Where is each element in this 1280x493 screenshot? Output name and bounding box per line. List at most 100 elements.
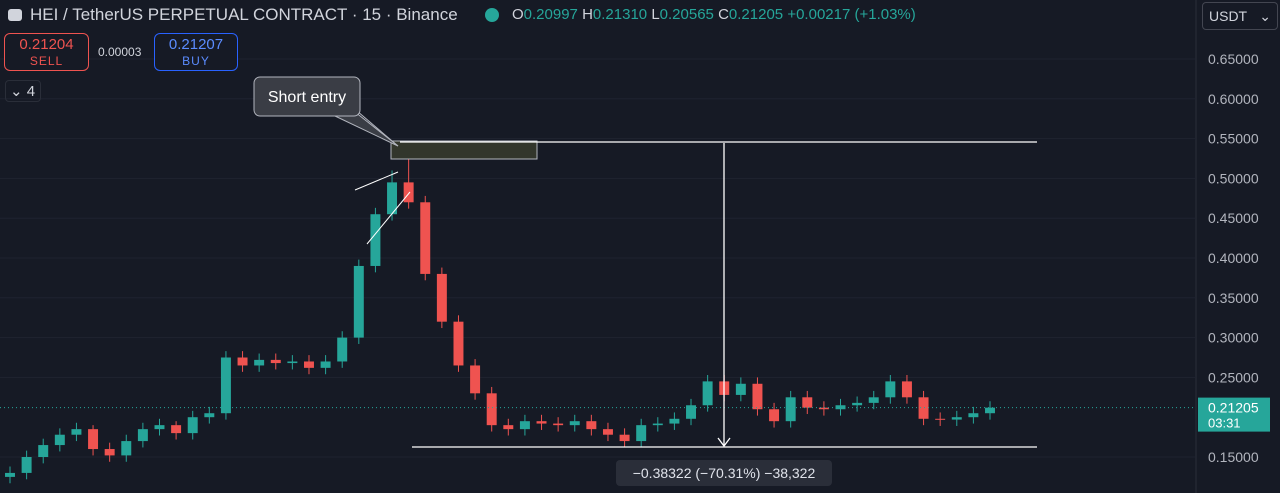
- measure-text: −0.38322 (−70.31%) −38,322: [633, 465, 816, 481]
- o-value: 0.20997: [523, 6, 578, 23]
- candle-body: [569, 421, 580, 426]
- callout-box: [253, 76, 361, 117]
- trend-line: [354, 171, 399, 191]
- candle-body: [220, 357, 231, 414]
- candle-body: [5, 472, 15, 477]
- currency: USDT: [1209, 8, 1248, 24]
- candle-body: [752, 383, 763, 410]
- buy-button[interactable]: 0.21207 BUY: [154, 33, 238, 71]
- l-value: 0.20565: [659, 6, 714, 23]
- status-dot: [485, 8, 499, 22]
- candle-body: [237, 357, 248, 366]
- candle-body: [387, 182, 398, 215]
- currency-select[interactable]: USDT ⌄: [1202, 2, 1278, 30]
- y-tick-label: 0.30000: [1208, 330, 1259, 346]
- candle-body: [38, 445, 49, 457]
- candle-body: [503, 425, 514, 430]
- candle-body: [121, 441, 132, 456]
- candle-body: [137, 429, 148, 442]
- candle-body: [370, 214, 381, 266]
- candle-body: [519, 421, 530, 430]
- candle-body: [171, 425, 182, 434]
- candle-body: [470, 365, 481, 394]
- candle-body: [901, 381, 912, 398]
- buy-price: 0.21207: [168, 36, 224, 53]
- candle-body: [204, 413, 215, 418]
- h-label: H: [582, 6, 593, 23]
- candle-body: [254, 359, 265, 366]
- candle-body: [951, 417, 962, 420]
- candle-body: [669, 418, 680, 424]
- spread: 0.00003: [98, 45, 142, 59]
- candle-body: [420, 202, 431, 274]
- sell-button[interactable]: 0.21204 SELL: [4, 33, 89, 71]
- candle-body: [453, 321, 464, 366]
- l-label: L: [651, 6, 660, 23]
- candle-body: [71, 429, 82, 435]
- candle-body: [54, 434, 65, 446]
- ohlc: O0.20997 H0.21310 L0.20565 C0.21205 +0.0…: [512, 4, 916, 26]
- buy-label: BUY: [182, 54, 210, 68]
- candle-body: [818, 407, 829, 410]
- y-tick-label: 0.40000: [1208, 250, 1259, 266]
- candle-body: [21, 457, 32, 473]
- y-tick-label: 0.15000: [1208, 449, 1259, 465]
- candle-body: [702, 381, 713, 406]
- candle-body: [652, 423, 663, 426]
- badge-bg: [1198, 397, 1270, 432]
- candle-body: [270, 359, 281, 364]
- callout-text: Short entry: [268, 89, 346, 106]
- o-label: O: [512, 6, 524, 23]
- candle-body: [536, 421, 547, 424]
- countdown: 03:31: [1208, 416, 1241, 431]
- candle-body: [553, 423, 564, 426]
- measure-box: [616, 460, 832, 486]
- entry-zone: [390, 140, 538, 160]
- y-tick-label: 0.65000: [1208, 51, 1259, 67]
- candle-body: [602, 429, 613, 435]
- candle-body: [436, 273, 447, 322]
- candle-body: [320, 361, 331, 368]
- candle-body: [353, 265, 364, 338]
- logo: [8, 9, 22, 21]
- trend-line: [366, 191, 411, 245]
- h-value: 0.21310: [592, 6, 648, 23]
- candle-body: [486, 393, 497, 426]
- candle-body: [88, 429, 99, 450]
- candle-body: [304, 361, 314, 368]
- candle-body: [619, 434, 630, 442]
- y-tick-label: 0.45000: [1208, 210, 1259, 226]
- candle-body: [985, 407, 995, 414]
- plot: [0, 58, 1196, 484]
- candle-body: [735, 383, 746, 395]
- c-label: C: [718, 6, 729, 23]
- candle-body: [885, 381, 896, 398]
- candle-body: [586, 421, 597, 430]
- c-value: 0.21205: [728, 6, 784, 23]
- y-tick-label: 0.60000: [1208, 91, 1259, 107]
- candle-body: [868, 397, 879, 403]
- candle-body: [104, 449, 115, 456]
- candle-body: [403, 182, 414, 203]
- sell-price: 0.21204: [19, 36, 74, 53]
- candle-body: [154, 425, 165, 430]
- candle-body: [686, 405, 696, 419]
- y-tick-label: 0.35000: [1208, 290, 1259, 306]
- last-price: 0.21205: [1208, 400, 1259, 416]
- candle-body: [968, 413, 979, 418]
- candle-body: [918, 397, 929, 419]
- y-tick-label: 0.25000: [1208, 369, 1259, 385]
- change: +0.00217 (+1.03%): [787, 6, 916, 23]
- candle-body: [852, 402, 863, 406]
- candle-body: [769, 409, 780, 422]
- indicator-count: 4: [26, 83, 36, 100]
- indicator-toggle[interactable]: ⌄ 4: [5, 80, 41, 102]
- arrow-head: [717, 437, 731, 448]
- y-tick-label: 0.50000: [1208, 170, 1259, 186]
- sell-label: SELL: [29, 54, 64, 68]
- candle-body: [636, 425, 647, 442]
- candle-body: [802, 397, 813, 408]
